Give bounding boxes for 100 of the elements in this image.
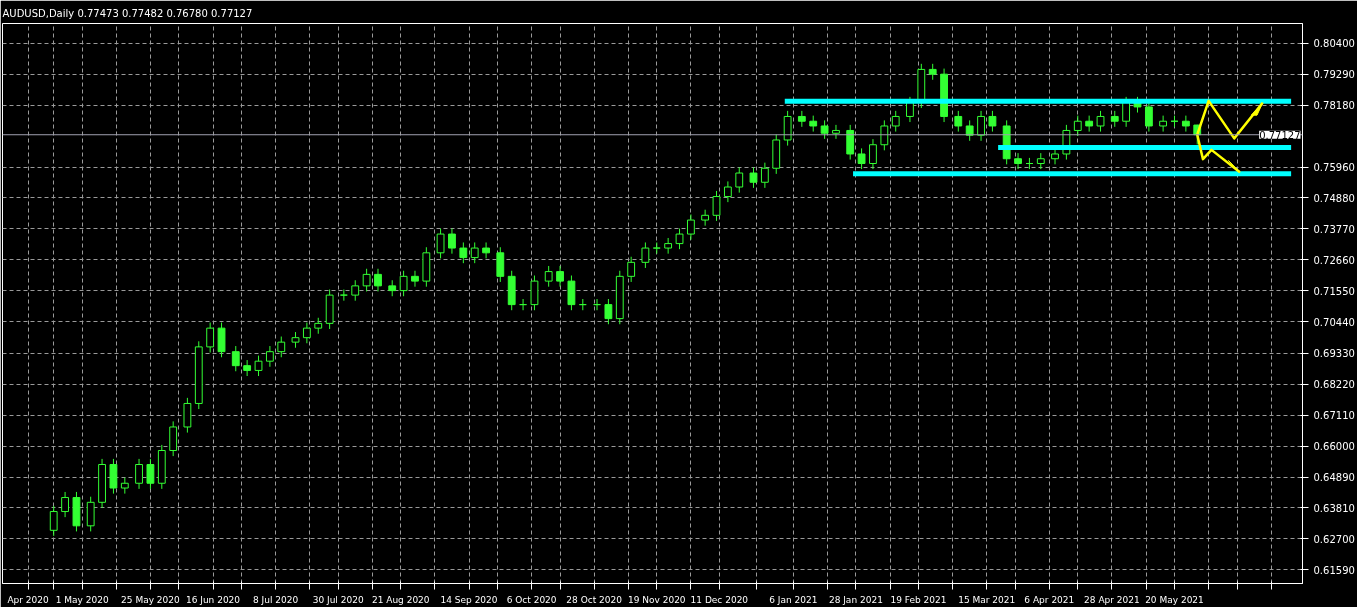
candlestick	[846, 124, 855, 161]
candlestick	[339, 289, 348, 302]
x-tick-label: 21 Aug 2020	[371, 594, 430, 605]
candlestick	[109, 458, 118, 495]
x-tick-label: 19 Feb 2021	[890, 594, 947, 605]
candlestick	[686, 213, 695, 241]
candlestick	[1181, 115, 1190, 133]
y-tick-label: 0.74880	[1313, 192, 1355, 204]
x-tick-label: 28 Oct 2020	[566, 594, 623, 605]
chart-title: AUDUSD,Daily 0.77473 0.77482 0.76780 0.77127	[2, 7, 253, 19]
candlestick	[470, 241, 479, 264]
x-tick-label: Apr 2020	[7, 594, 50, 605]
candlestick	[183, 397, 192, 434]
candlestick	[49, 505, 58, 537]
candlestick	[459, 241, 468, 264]
candlestick	[712, 190, 721, 222]
y-tick-label: 0.73770	[1313, 223, 1355, 235]
ref-line-label: 0.77127	[1259, 129, 1301, 141]
candlestick	[362, 268, 371, 292]
candlestick	[277, 336, 286, 358]
candlestick	[604, 298, 613, 325]
x-tick-label: 6 Oct 2020	[506, 594, 557, 605]
candlestick	[351, 279, 360, 302]
candlestick	[217, 322, 226, 358]
x-tick-label: 30 Jul 2020	[312, 594, 364, 605]
candlestick	[243, 359, 252, 377]
candlestick	[302, 322, 311, 344]
candlestick	[1014, 152, 1022, 170]
x-tick-label: 16 Jun 2020	[185, 594, 241, 605]
y-tick-label: 0.69330	[1313, 348, 1355, 360]
x-tick-label: 15 Mar 2021	[958, 594, 1016, 605]
x-tick-label: 28 Apr 2021	[1084, 594, 1140, 605]
x-tick-label: 20 May 2021	[1145, 594, 1204, 605]
candlestick	[530, 275, 539, 311]
candlestick	[1122, 96, 1131, 128]
candlestick	[760, 162, 769, 189]
x-tick-label: 19 Nov 2020	[627, 594, 686, 605]
x-tick-label: 11 Dec 2020	[690, 594, 749, 605]
candlestick	[641, 241, 650, 269]
y-tick-label: 0.70440	[1313, 316, 1355, 328]
candlestick	[675, 227, 684, 250]
y-tick-label: 0.61590	[1313, 564, 1355, 576]
y-tick-label: 0.72660	[1313, 254, 1355, 266]
y-tick-label: 0.71550	[1313, 285, 1355, 297]
candlestick	[735, 166, 744, 194]
x-tick-label: 14 Sep 2020	[440, 594, 498, 605]
candlestick	[265, 345, 274, 368]
y-tick-label: 0.62700	[1313, 533, 1355, 545]
candlestick	[783, 110, 792, 147]
candlestick	[965, 119, 974, 142]
candlestick	[880, 119, 889, 151]
candlestick	[254, 355, 263, 377]
y-tick-label: 0.80400	[1313, 38, 1355, 50]
x-tick-label: 8 Jul 2020	[252, 594, 299, 605]
candlestick	[891, 110, 900, 133]
candlestick	[556, 265, 564, 288]
candlestick	[723, 180, 732, 203]
candlestick	[664, 237, 673, 255]
y-tick-label: 0.64890	[1313, 472, 1355, 484]
candlestick	[374, 268, 382, 292]
y-tick-label: 0.78180	[1313, 100, 1355, 112]
y-tick-label: 0.79290	[1313, 69, 1355, 81]
candlestick	[1096, 110, 1105, 133]
candlestick	[544, 265, 553, 288]
candlestick	[701, 209, 710, 227]
candlestick	[977, 110, 985, 142]
candlestick	[135, 458, 143, 490]
y-tick-label: 0.75960	[1313, 162, 1355, 174]
candlestick	[436, 227, 445, 259]
candlestick	[567, 275, 576, 311]
candlestick	[169, 420, 178, 457]
candlestick	[86, 496, 95, 532]
candlestick	[482, 241, 490, 259]
candlestick	[411, 270, 419, 288]
candlestick	[231, 345, 240, 372]
x-tick-label: 6 Jan 2021	[769, 594, 818, 605]
candlestick	[496, 246, 505, 283]
candlestick	[1159, 115, 1168, 133]
x-tick-label: 25 May 2020	[121, 594, 181, 605]
candlestick	[832, 124, 840, 140]
candlestick	[820, 119, 829, 140]
candlestick	[869, 138, 877, 170]
candlestick	[627, 256, 636, 283]
candlestick	[206, 322, 215, 353]
candlestick	[1051, 147, 1059, 165]
candlestick	[652, 241, 661, 255]
candlestick	[146, 458, 155, 490]
candlestick	[857, 147, 866, 170]
y-tick-label: 0.66000	[1313, 441, 1355, 453]
candlestick	[399, 270, 408, 297]
candlestick	[448, 227, 456, 255]
x-tick-label: 1 May 2020	[55, 594, 109, 605]
candlestick	[749, 166, 758, 189]
candlestick	[1073, 115, 1082, 137]
candlestick	[988, 110, 997, 133]
y-tick-label: 0.68220	[1313, 379, 1355, 391]
y-tick-label: 0.63810	[1313, 502, 1355, 514]
y-tick-label: 0.67110	[1313, 410, 1355, 422]
x-tick-label: 6 Apr 2021	[1024, 594, 1075, 605]
x-tick-label: 28 Jan 2021	[828, 594, 883, 605]
